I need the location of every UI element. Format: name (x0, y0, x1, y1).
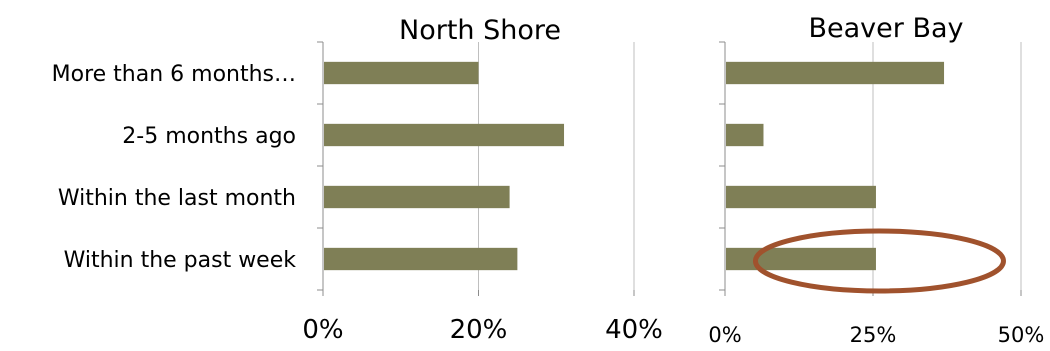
tick-label: 20% (450, 315, 508, 345)
chart-title: Beaver Bay (809, 13, 964, 44)
tick-label: 50% (998, 323, 1045, 347)
bar-2-5-months-ago (726, 123, 764, 147)
category-label: Within the past week (64, 248, 297, 273)
category-label: 2-5 months ago (122, 124, 296, 149)
beaver-bay-chart: 0% 25% 50% Beaver Bay (708, 13, 1044, 347)
chart-title: North Shore (399, 15, 561, 46)
bar-more-than-6-months (324, 61, 479, 85)
bar-2-5-months-ago (324, 123, 565, 147)
highlight-ellipse (752, 228, 1006, 294)
category-label: More than 6 months… (52, 62, 296, 87)
bar-within-the-past-week (726, 247, 876, 271)
bar-more-than-6-months (726, 61, 945, 85)
bar-within-the-last-month (726, 185, 876, 209)
bar-within-the-last-month (324, 185, 510, 209)
tick-label: 40% (605, 315, 663, 345)
category-label: Within the last month (58, 186, 296, 211)
north-shore-chart: More than 6 months… 2-5 months ago Within … (52, 15, 663, 345)
tick-label: 25% (850, 323, 897, 347)
tick-label: 0% (708, 323, 741, 347)
tick-label: 0% (302, 315, 343, 345)
bar-within-the-past-week (324, 247, 518, 271)
